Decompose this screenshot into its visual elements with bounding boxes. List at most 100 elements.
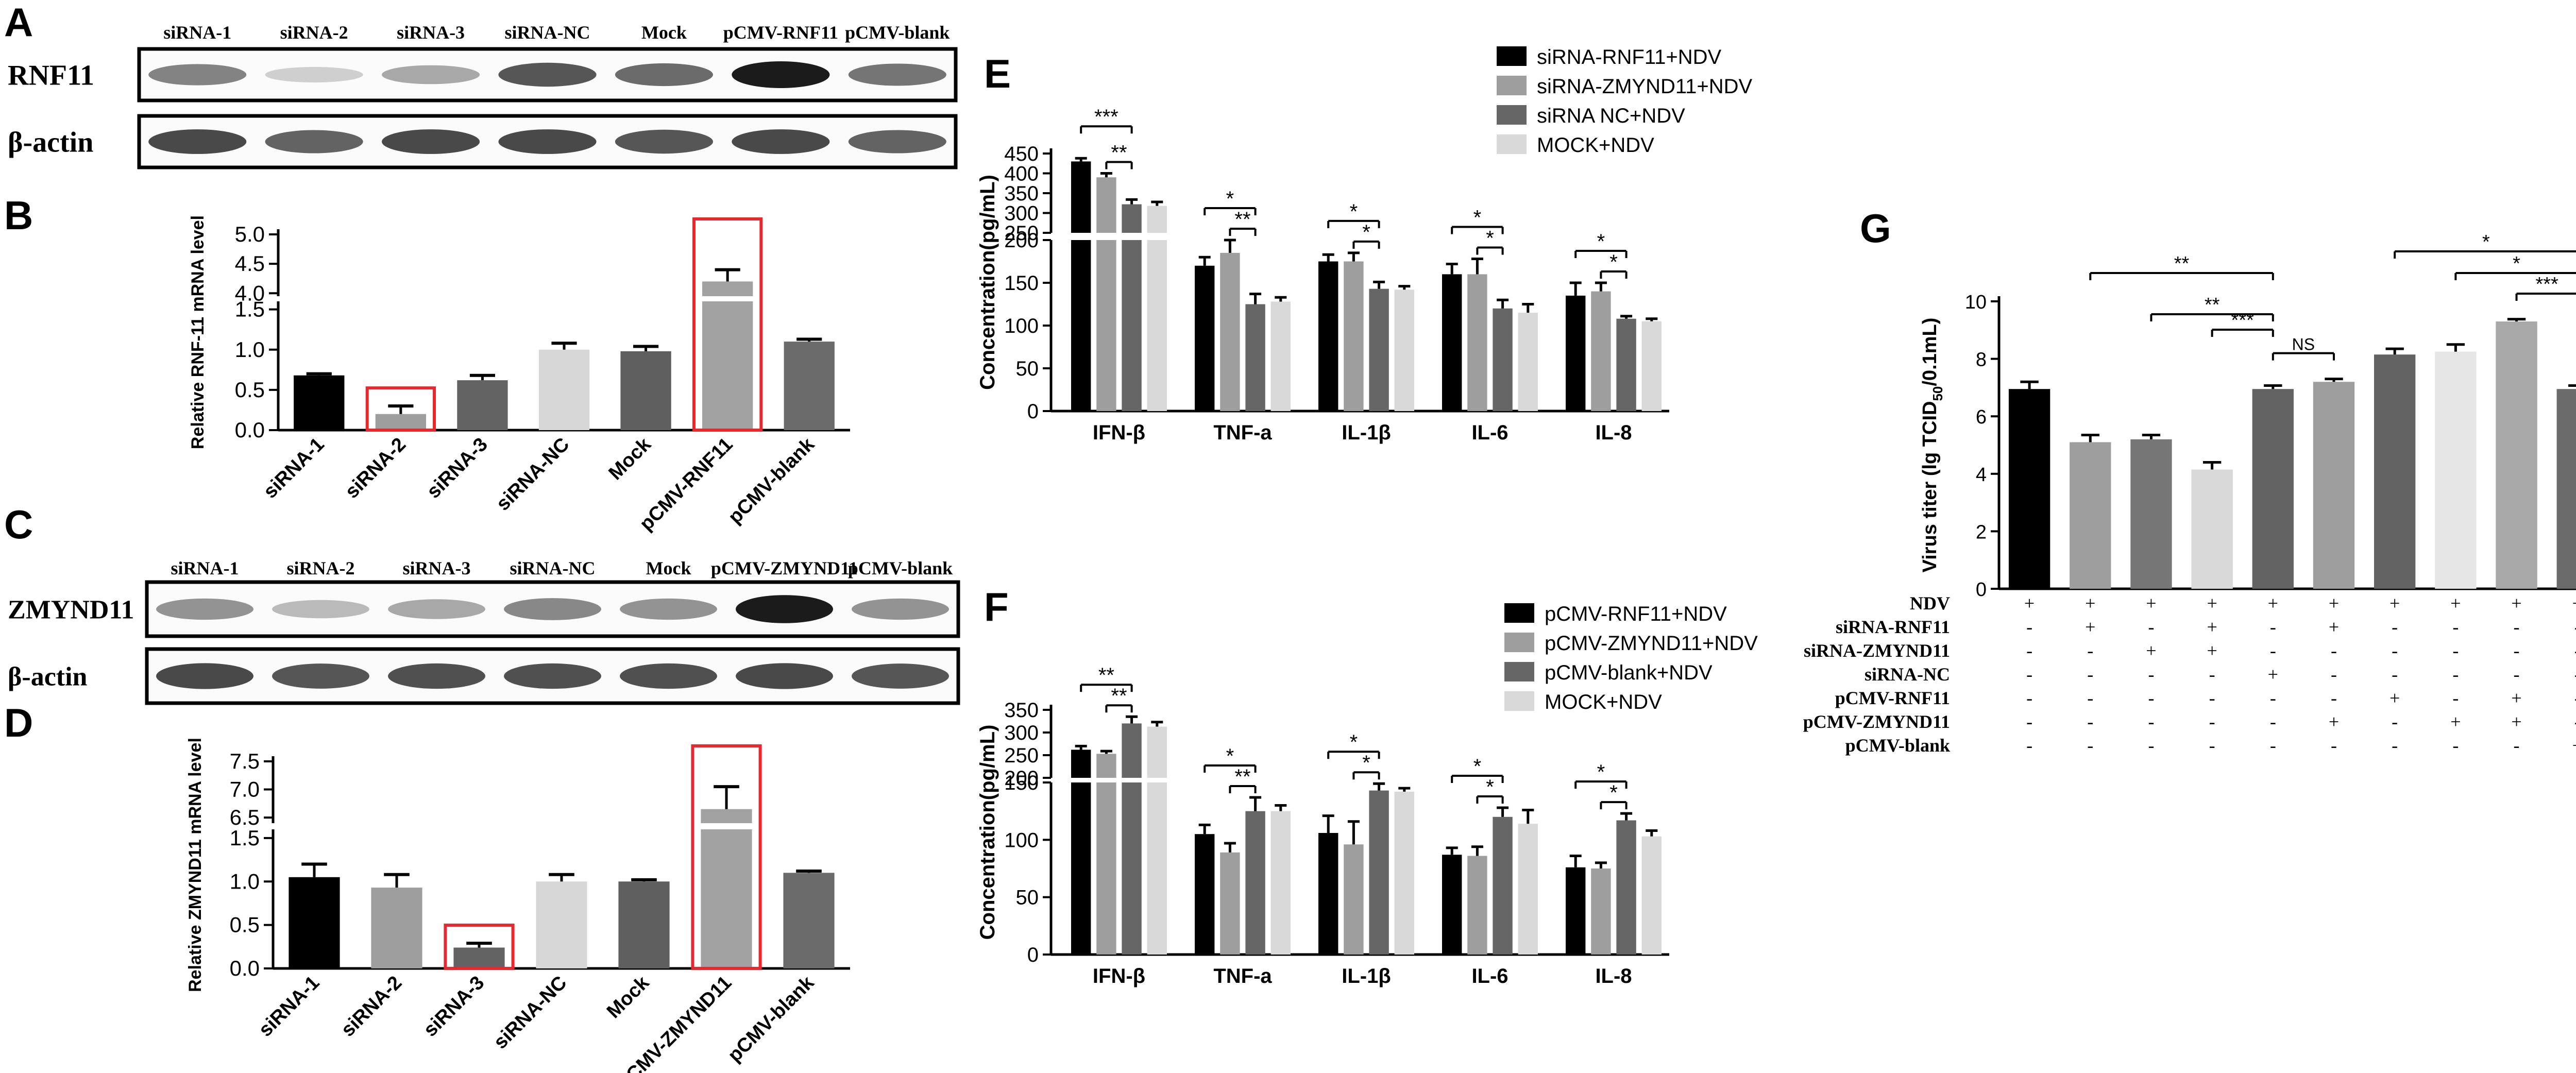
table-mark: - (2452, 688, 2459, 708)
blot-band (732, 129, 830, 154)
table-mark: + (2146, 593, 2156, 614)
significance-label: * (1609, 251, 1618, 274)
significance-label: * (1473, 207, 1482, 229)
bar (701, 829, 752, 968)
bar (702, 281, 753, 296)
table-row-label: siRNA-ZMYND11 (1804, 640, 1950, 661)
x-tick-label: siRNA-NC (492, 434, 573, 515)
table-mark: + (2268, 593, 2278, 614)
table-mark: - (2209, 735, 2215, 756)
table-mark: - (2331, 735, 2337, 756)
table-mark: - (2331, 688, 2337, 708)
panel-letter-d: D (4, 700, 33, 745)
bar (1318, 261, 1338, 411)
table-mark: + (2389, 593, 2400, 614)
y-tick-label: 0 (1027, 944, 1039, 966)
table-mark: - (2209, 664, 2215, 685)
significance-label: *** (2231, 310, 2255, 331)
table-mark: - (2392, 664, 2398, 685)
table-row-label: pCMV-RNF11 (1835, 688, 1950, 708)
legend-swatch (1504, 691, 1534, 711)
y-axis-label: Relative RNF-11 mRNA level (188, 215, 208, 449)
table-mark: - (2087, 735, 2093, 756)
table-mark: - (2087, 640, 2093, 661)
bar (2374, 354, 2416, 589)
lane-label: siRNA-3 (397, 22, 465, 43)
legend-entry: siRNA-ZMYND11+NDV (1537, 75, 1753, 98)
bar (2313, 382, 2355, 589)
x-tick-label: IL-8 (1595, 965, 1632, 987)
bar (1122, 240, 1142, 411)
bar (1245, 811, 1265, 955)
bar (1467, 856, 1487, 955)
lane-label: pCMV-RNF11 (723, 22, 838, 43)
y-tick-label: 4.5 (235, 251, 265, 276)
y-tick-label: 4 (1976, 464, 1987, 486)
bar (2070, 442, 2111, 589)
y-tick-label: 4.0 (235, 281, 265, 305)
x-tick-label: IL-1β (1342, 965, 1391, 987)
bar (2252, 389, 2294, 589)
bar (1147, 726, 1167, 778)
bar (1344, 844, 1364, 955)
significance-label: ** (1234, 765, 1250, 788)
significance-label: NS (2292, 335, 2315, 354)
significance-label: * (1486, 776, 1494, 798)
lane-label: siRNA-2 (287, 558, 355, 578)
y-tick-label: 0 (1976, 579, 1987, 601)
table-mark: - (2331, 640, 2337, 661)
table-mark: - (2514, 664, 2520, 685)
significance-label: * (1486, 227, 1494, 250)
blot-band (615, 129, 714, 154)
table-mark: + (2572, 593, 2576, 614)
legend-entry: MOCK+NDV (1545, 691, 1662, 713)
blot-band (504, 598, 601, 620)
lane-label: siRNA-NC (505, 22, 590, 43)
y-tick-label: 450 (1004, 143, 1039, 165)
panel-letter-b: B (4, 193, 33, 238)
bar (1566, 867, 1586, 955)
y-tick-label: 8 (1976, 349, 1987, 371)
blot-band (265, 66, 363, 83)
bar (701, 809, 752, 823)
blot-band (381, 65, 480, 84)
panel-letter-c: C (4, 502, 33, 547)
significance-label: * (2482, 231, 2490, 253)
table-mark: + (2207, 593, 2217, 614)
y-axis-label-part: /0.1mL) (1919, 318, 1941, 386)
bar (702, 301, 753, 430)
bar (375, 414, 427, 430)
bar (1344, 261, 1364, 411)
table-mark: - (2331, 664, 2337, 685)
table-mark: - (2574, 688, 2576, 708)
table-mark: - (2574, 711, 2576, 732)
table-mark: - (2514, 617, 2520, 637)
highlight-box (691, 744, 762, 970)
y-axis-label-subscript: 50 (1930, 386, 1945, 401)
bar (1467, 274, 1487, 411)
bar (1071, 782, 1091, 955)
y-tick-label: 0.5 (235, 378, 265, 402)
blot-row-label: β-actin (8, 127, 93, 159)
x-tick-label: siRNA-1 (255, 972, 324, 1041)
y-axis-label: Virus titer (lg TCID50/0.1mL) (1919, 318, 1945, 573)
lane-label: pCMV-ZMYND11 (711, 558, 858, 578)
legend-swatch (1497, 76, 1527, 95)
bar (1147, 240, 1167, 411)
y-tick-label: 1.5 (230, 826, 260, 850)
y-tick-label: 1.0 (235, 337, 265, 362)
bar (1493, 308, 1513, 411)
panel-letter-a: A (4, 0, 33, 45)
significance-label: ** (1111, 685, 1127, 707)
y-tick-label: 0.0 (235, 418, 265, 442)
blot-band (852, 598, 949, 620)
bar (1096, 240, 1116, 411)
y-tick-label: 150 (1004, 772, 1039, 794)
blot-band (388, 663, 485, 689)
significance-label: * (1226, 188, 1234, 210)
y-tick-label: 5.0 (235, 222, 265, 246)
panel-letter-f: F (984, 584, 1009, 629)
bar (1147, 206, 1167, 233)
blot-row-label: β-actin (8, 662, 88, 692)
